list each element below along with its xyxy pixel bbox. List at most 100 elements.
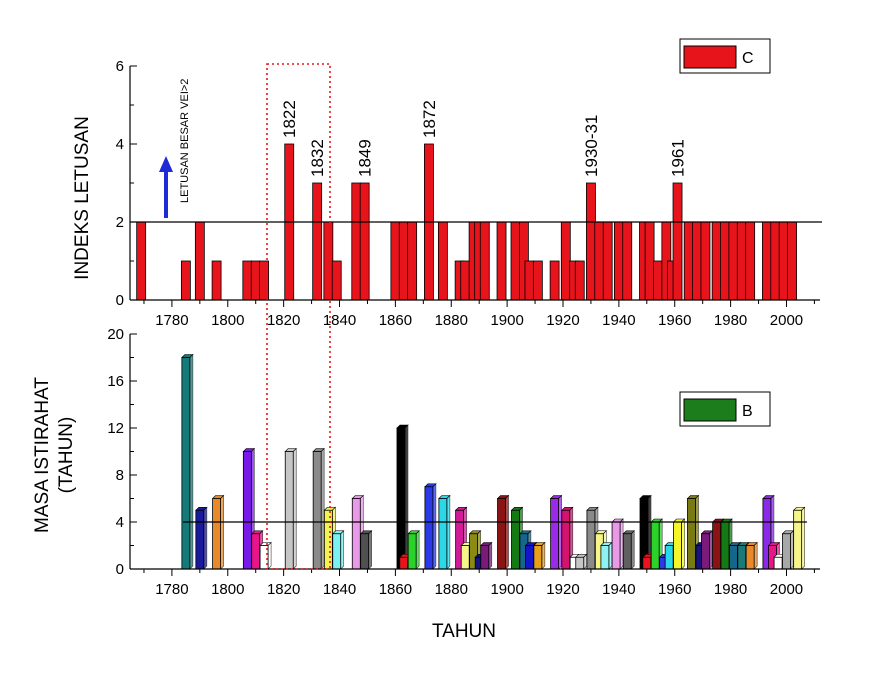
up-arrow-head-icon (159, 156, 173, 172)
repose-bar-front-face (575, 556, 585, 570)
repose-period-y-tick-label: 0 (116, 561, 124, 578)
repose-period-bar (672, 518, 686, 570)
year-annotation: 1822 (280, 100, 299, 138)
repose-period-bar (181, 353, 194, 570)
repose-bar-front-face (611, 521, 621, 570)
repose-period-x-tick-label: 1900 (490, 581, 523, 598)
repose-bar-front-face (664, 545, 674, 570)
repose-period-y-tick-label: 16 (107, 373, 124, 390)
repose-bar-side-face (558, 494, 562, 570)
repose-period-bar (407, 530, 420, 570)
highlight-dotted-box (266, 63, 331, 570)
repose-period-y-tick-label: 4 (116, 514, 124, 531)
repose-bar-side-face (415, 530, 420, 570)
year-annotation: 1832 (308, 139, 327, 177)
eruption-index-bar (728, 221, 739, 301)
eruption-index-bar (700, 221, 711, 301)
repose-bar-side-face (583, 553, 588, 570)
repose-bar-side-face (505, 494, 509, 570)
eruption-index-bar (323, 221, 334, 301)
eruption-index-bar (407, 221, 418, 301)
repose-y-axis-title-line1: MASA ISTIRAHAT (32, 377, 53, 533)
repose-period-x-tick-label: 1860 (379, 581, 412, 598)
repose-bar-front-face (360, 533, 370, 570)
eruption-index-x-tick-label: 1980 (714, 312, 747, 329)
eruption-index-bar (613, 221, 624, 301)
eruption-index-y-tick-label: 2 (116, 214, 124, 231)
repose-bar-front-face (332, 533, 342, 570)
repose-bar-front-face (242, 451, 252, 570)
year-annotation: 1930-31 (582, 115, 601, 177)
repose-period-bar (424, 483, 437, 570)
eruption-index-bar (653, 260, 663, 301)
repose-bar-front-face (497, 498, 506, 570)
repose-period-bar (396, 424, 409, 570)
repose-bar-side-face (220, 494, 224, 570)
legend-b-label: B (742, 403, 753, 420)
eruption-index-bar (560, 221, 571, 301)
repose-bar-side-face (541, 541, 546, 570)
repose-period-bar (312, 447, 325, 570)
repose-period-bar (622, 530, 635, 570)
repose-bar-side-face (404, 424, 409, 570)
repose-period-bar (195, 506, 208, 570)
repose-bar-side-face (801, 506, 805, 570)
repose-period-bar (480, 541, 493, 570)
repose-period-bar (792, 506, 806, 570)
eruption-index-bar (359, 182, 370, 301)
repose-period-x-tick-label: 1940 (602, 581, 635, 598)
repose-bar-front-face (312, 451, 322, 570)
year-annotation: 1961 (669, 139, 688, 177)
repose-bar-side-face (630, 530, 635, 570)
eruption-index-x-tick-label: 1900 (490, 312, 523, 329)
eruption-index-bar (460, 260, 471, 301)
repose-bar-front-face (737, 545, 747, 570)
repose-bar-side-face (189, 353, 194, 570)
repose-period-x-tick-label: 1840 (323, 581, 356, 598)
repose-bar-front-face (399, 556, 409, 570)
repose-bar-front-face (642, 556, 652, 570)
repose-bar-front-face (438, 498, 448, 570)
repose-period-x-tick-label: 1960 (658, 581, 691, 598)
repose-bar-front-face (181, 357, 191, 570)
repose-bar-side-face (709, 530, 713, 570)
eruption-index-bar (211, 260, 222, 301)
eruption-index-x-tick-label: 1920 (546, 312, 579, 329)
repose-period-bar (549, 494, 563, 570)
repose-bar-side-face (488, 541, 493, 570)
eruption-index-bar (770, 221, 781, 301)
eruption-index-bar (594, 221, 605, 301)
year-annotation: 1849 (356, 139, 375, 177)
eruption-index-bar (720, 221, 730, 301)
repose-y-axis-title-line2: (TAHUN) (56, 417, 77, 494)
repose-bar-front-face (251, 533, 261, 570)
eruption-index-bar (250, 260, 261, 301)
eruption-index-bar (312, 182, 323, 301)
repose-bar-side-face (203, 506, 208, 570)
eruption-index-bar (622, 221, 633, 301)
eruption-index-x-tick-label: 1840 (323, 312, 356, 329)
repose-period-bar (745, 541, 758, 570)
repose-bar-front-face (782, 533, 791, 570)
repose-bar-front-face (407, 533, 417, 570)
repose-bar-front-face (511, 509, 520, 570)
repose-bar-front-face (712, 521, 722, 570)
repose-period-bar (533, 541, 546, 570)
eruption-index-x-tick-label: 1960 (658, 312, 691, 329)
repose-period-y-tick-label: 12 (107, 420, 124, 437)
eruption-index-bars (130, 143, 822, 301)
eruption-index-bar (602, 221, 613, 301)
repose-bar-side-face (619, 518, 624, 570)
repose-bar-front-face (622, 533, 632, 570)
eruption-index-bar (586, 182, 596, 301)
repose-bar-side-face (753, 541, 758, 570)
eruption-index-bar (331, 260, 342, 301)
eruption-index-bar (711, 221, 722, 301)
repose-bar-side-face (608, 541, 613, 570)
large-eruption-note: LETUSAN BESAR VEI>2 (179, 79, 191, 203)
eruption-index-x-tick-label: 1860 (379, 312, 412, 329)
eruption-index-bar (762, 221, 772, 301)
repose-bar-front-face (561, 509, 571, 570)
repose-bar-front-face (650, 521, 660, 570)
repose-period-bar (331, 530, 345, 570)
